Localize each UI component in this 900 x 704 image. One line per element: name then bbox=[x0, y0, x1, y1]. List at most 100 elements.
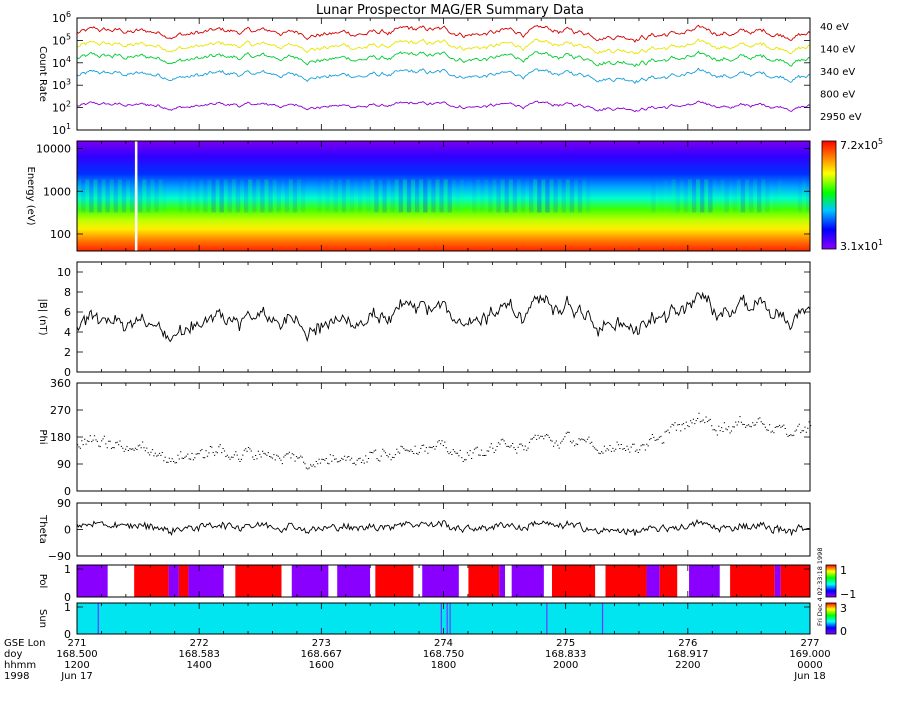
spectrogram-column bbox=[345, 179, 351, 213]
spectrogram-column bbox=[805, 179, 811, 213]
x-tick-hhmm: 0000 bbox=[797, 660, 822, 671]
pol-segment bbox=[595, 565, 606, 597]
spectrogram-column bbox=[695, 179, 701, 213]
pol-segment bbox=[422, 565, 459, 597]
spectrogram-column bbox=[447, 179, 452, 213]
y-tick-label: 90 bbox=[57, 458, 71, 471]
pol-segment bbox=[235, 565, 282, 597]
spectrogram-column bbox=[537, 179, 542, 213]
spectrogram-column bbox=[671, 179, 676, 213]
pol-segment bbox=[551, 565, 596, 597]
data-gap bbox=[134, 141, 138, 251]
series-line bbox=[76, 24, 811, 43]
spectrogram-column bbox=[138, 179, 143, 213]
spectrogram-column bbox=[748, 179, 754, 213]
pol-segment bbox=[134, 565, 169, 597]
spectrogram-column bbox=[423, 179, 428, 213]
spectrogram-column bbox=[203, 179, 208, 213]
spectrogram-column bbox=[508, 179, 514, 213]
spectrogram-column bbox=[105, 179, 110, 213]
spectrogram-column bbox=[129, 179, 135, 213]
spectrogram-column bbox=[439, 179, 444, 213]
x-tick-hhmm: 2000 bbox=[553, 660, 578, 671]
panel-frame bbox=[76, 17, 811, 131]
b-line bbox=[76, 291, 811, 343]
x-tick-doy: 168.833 bbox=[545, 649, 586, 660]
spectrogram-column bbox=[288, 179, 294, 213]
spectrogram-column bbox=[504, 179, 509, 213]
x-tick-doy: 168.917 bbox=[667, 649, 708, 660]
sun-colorbar bbox=[825, 602, 837, 635]
pol-segment bbox=[505, 565, 512, 597]
y-tick-label: 10000 bbox=[36, 143, 71, 156]
y-tick-label: 101 bbox=[52, 122, 71, 137]
spectrogram-column bbox=[561, 179, 566, 213]
spectrogram-column bbox=[777, 179, 782, 213]
spectrogram-column bbox=[773, 180, 777, 213]
spectrogram-column bbox=[394, 179, 400, 213]
pol-segment bbox=[168, 565, 179, 597]
spectrogram-column bbox=[651, 179, 656, 213]
phi-panel: 360 270 180 90 0 Phi bbox=[37, 377, 812, 498]
spectrogram-column bbox=[227, 179, 233, 213]
spectrogram-column bbox=[354, 180, 358, 213]
spectrogram-column bbox=[769, 180, 773, 213]
count-rate-panel: 40 eV 140 eV 340 eV 800 eV 2950 eV 106 105 104 1… bbox=[37, 10, 862, 137]
spectrogram-column bbox=[472, 179, 477, 213]
spectrogram-column bbox=[256, 179, 261, 213]
spectrogram-column bbox=[659, 180, 663, 213]
pol-segment bbox=[677, 565, 690, 597]
spectrogram-column bbox=[512, 179, 518, 213]
spectrogram-column bbox=[146, 179, 151, 213]
legend-entry: 40 eV bbox=[820, 22, 849, 33]
spectrogram-column bbox=[77, 179, 82, 213]
spectrogram-column bbox=[455, 179, 461, 213]
spectrogram-column bbox=[158, 179, 163, 213]
pol-segment bbox=[605, 565, 647, 597]
spectrogram-column bbox=[178, 179, 184, 213]
spectrogram-column bbox=[117, 179, 123, 213]
pol-panel: 1 0 Pol 1 −1 bbox=[37, 563, 856, 604]
spectrogram-column bbox=[573, 179, 579, 213]
spectrogram-column bbox=[476, 179, 481, 213]
spectrogram-column bbox=[414, 179, 420, 213]
x-tick-doy: 168.667 bbox=[301, 649, 342, 660]
spectrogram-column bbox=[419, 179, 424, 213]
legend-entry: 340 eV bbox=[820, 67, 855, 78]
spectrogram-column bbox=[386, 179, 391, 213]
spectrogram-column bbox=[195, 179, 200, 213]
spectrogram-column bbox=[341, 179, 347, 213]
spectrogram-column bbox=[85, 179, 90, 213]
spectrogram-column bbox=[390, 179, 395, 213]
y-axis-label: Energy (eV) bbox=[25, 167, 36, 226]
legend-entry: 800 eV bbox=[820, 90, 855, 101]
series-line bbox=[76, 38, 811, 55]
spectrogram-column bbox=[687, 179, 693, 213]
x-tick-lon: 277 bbox=[800, 638, 819, 649]
spectrogram-column bbox=[223, 179, 228, 213]
spectrogram-column bbox=[569, 179, 575, 213]
spectrogram-column bbox=[121, 179, 127, 213]
y-tick-label: 8 bbox=[64, 286, 71, 299]
y-tick-label: 6 bbox=[64, 306, 71, 319]
x-row-label: hhmm bbox=[4, 660, 36, 671]
sun-panel: 1 0 Sun 3 0 bbox=[37, 601, 847, 641]
y-tick-label: 180 bbox=[50, 431, 71, 444]
y-axis-label: Sun bbox=[37, 609, 48, 628]
spectrogram-column bbox=[459, 179, 465, 213]
y-tick-label: 100 bbox=[50, 228, 71, 241]
pol-colorbar-label: −1 bbox=[840, 588, 856, 601]
spectrogram-column bbox=[398, 179, 404, 213]
spectrogram-column bbox=[378, 179, 383, 213]
pol-segment bbox=[468, 565, 500, 597]
pol-segment bbox=[730, 565, 775, 597]
chart-title: Lunar Prospector MAG/ER Summary Data bbox=[316, 3, 584, 18]
spectrogram bbox=[77, 141, 810, 251]
spectrogram-column bbox=[113, 179, 119, 213]
series-line bbox=[76, 50, 811, 68]
spectrogram-column bbox=[683, 179, 689, 213]
spectrogram-column bbox=[321, 179, 326, 213]
pol-segment bbox=[337, 565, 371, 597]
x-tick-hhmm: 1800 bbox=[431, 660, 456, 671]
pol-segment bbox=[458, 565, 469, 597]
